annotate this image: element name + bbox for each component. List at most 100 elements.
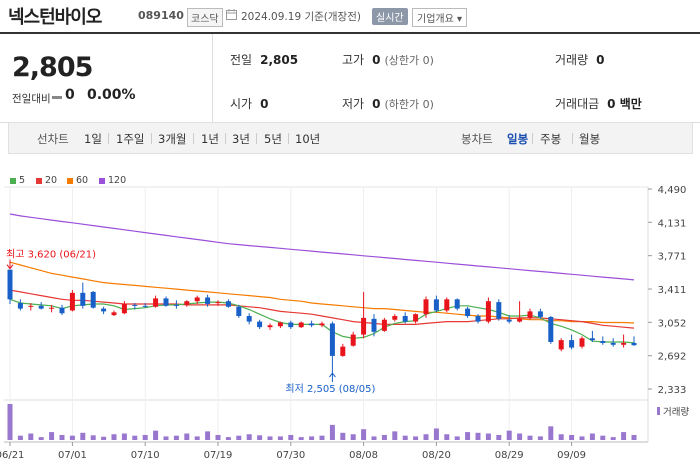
candle-body	[121, 303, 127, 314]
base-date: 2024.09.19 기준(개장전)	[241, 11, 361, 23]
legend-ma5: 5	[10, 175, 25, 186]
x-tick-label: 07/10	[131, 450, 160, 461]
volume-bar	[28, 433, 34, 440]
volume-bar	[257, 435, 263, 440]
candle-body	[444, 299, 450, 311]
period-5y[interactable]: 5년	[264, 132, 282, 146]
company-profile-dropdown[interactable]: 기업개요 ▾	[412, 8, 467, 27]
current-price: 2,805	[12, 52, 93, 83]
divider	[151, 133, 152, 144]
period-3m[interactable]: 3개월	[158, 132, 187, 146]
volume-bar	[350, 434, 356, 440]
candle-body	[589, 338, 595, 341]
candle-body	[277, 322, 283, 327]
period-10y[interactable]: 10년	[295, 132, 321, 146]
realtime-button[interactable]: 실시간	[372, 8, 408, 25]
legend-ma20: 20	[36, 175, 57, 186]
candle-body	[506, 319, 512, 322]
volume-bar	[392, 431, 398, 440]
candle-body	[413, 314, 419, 322]
x-tick-label: 08/08	[349, 450, 378, 461]
volume-bar	[444, 434, 450, 440]
volume-bar	[7, 404, 13, 440]
candle-weekly[interactable]: 주봉	[540, 132, 562, 146]
candle-body	[298, 322, 304, 328]
volume-stat: 거래량 0	[555, 51, 604, 68]
volume-bar	[371, 436, 377, 440]
candle-body	[194, 297, 200, 302]
candle-body	[475, 316, 481, 322]
candle-body	[38, 305, 44, 309]
stock-code: 089140	[138, 9, 184, 22]
volume-bar	[589, 433, 595, 440]
volume-bar	[142, 434, 148, 440]
volume-bar	[433, 428, 439, 440]
candle-body	[569, 340, 575, 348]
candle-body	[423, 299, 429, 315]
min-price-annotation: 최저 2,505 (08/05)	[285, 383, 375, 395]
lower-limit: (하한가 0)	[384, 98, 434, 111]
candle-body	[69, 292, 75, 311]
volume-value: 0	[596, 53, 605, 67]
candle-body	[361, 317, 367, 335]
price-chart[interactable]: 4,490 4,131 3,771 3,411 3,052 2,692 2,333 06/2…	[0, 180, 700, 463]
volume-label: 거래량	[555, 53, 589, 67]
volume-bar	[267, 436, 273, 440]
calendar-icon	[226, 9, 237, 20]
ma120-line	[9, 213, 635, 281]
ma5-swatch	[10, 177, 16, 184]
candle-body	[49, 307, 55, 309]
candle-body	[59, 307, 65, 314]
volume-bar	[49, 432, 55, 440]
volume-bar	[184, 433, 190, 440]
low-value: 0	[372, 97, 381, 111]
candle-daily[interactable]: 일봉	[507, 132, 529, 146]
candle-body	[7, 269, 13, 300]
candle-body	[225, 301, 231, 307]
period-3y[interactable]: 3년	[232, 132, 250, 146]
candle-body	[496, 302, 502, 319]
y-tick-label: 4,131	[658, 218, 687, 229]
candle-monthly[interactable]: 월봉	[579, 132, 601, 146]
volume-bar	[153, 430, 159, 440]
candle-body	[454, 299, 460, 309]
volume-bar	[600, 435, 606, 440]
change-percent: 0.00%	[87, 87, 136, 103]
volume-bar	[610, 437, 616, 440]
period-1y[interactable]: 1년	[201, 132, 219, 146]
candle-body	[381, 319, 387, 331]
volume-bar	[558, 434, 564, 440]
amount-stat: 거래대금 0 백만	[555, 95, 642, 112]
candle-body	[350, 334, 356, 346]
period-1d[interactable]: 1일	[84, 132, 102, 146]
volume-bar	[121, 433, 127, 440]
candle-chart-label: 봉차트	[461, 132, 493, 146]
volume-bar	[454, 436, 460, 440]
no-change-icon	[52, 96, 62, 99]
candle-body	[319, 323, 325, 326]
candle-body	[17, 303, 23, 309]
candle-body	[173, 304, 179, 306]
change-value: 0	[65, 87, 75, 103]
ma120-swatch	[99, 177, 105, 184]
candle-body	[537, 311, 543, 317]
volume-bar	[163, 436, 169, 440]
ma60-swatch	[67, 177, 73, 184]
divider	[256, 133, 257, 144]
volume-bar	[537, 436, 543, 440]
line-chart-label: 선차트	[37, 132, 69, 146]
candle-body	[205, 297, 211, 304]
high-value: 0	[372, 53, 381, 67]
candle-body	[111, 312, 117, 316]
volume-bar	[277, 436, 283, 440]
x-tick-label: 09/09	[557, 450, 586, 461]
volume-bar	[194, 436, 200, 440]
volume-bar	[298, 437, 304, 440]
ma20-swatch	[36, 177, 42, 184]
candle-body	[309, 323, 315, 326]
current-price-panel: 2,805 전일대비 0 0.00%	[0, 34, 213, 122]
candle-body	[142, 305, 148, 307]
period-1w[interactable]: 1주일	[116, 132, 145, 146]
volume-bar	[475, 432, 481, 440]
divider	[288, 133, 289, 144]
